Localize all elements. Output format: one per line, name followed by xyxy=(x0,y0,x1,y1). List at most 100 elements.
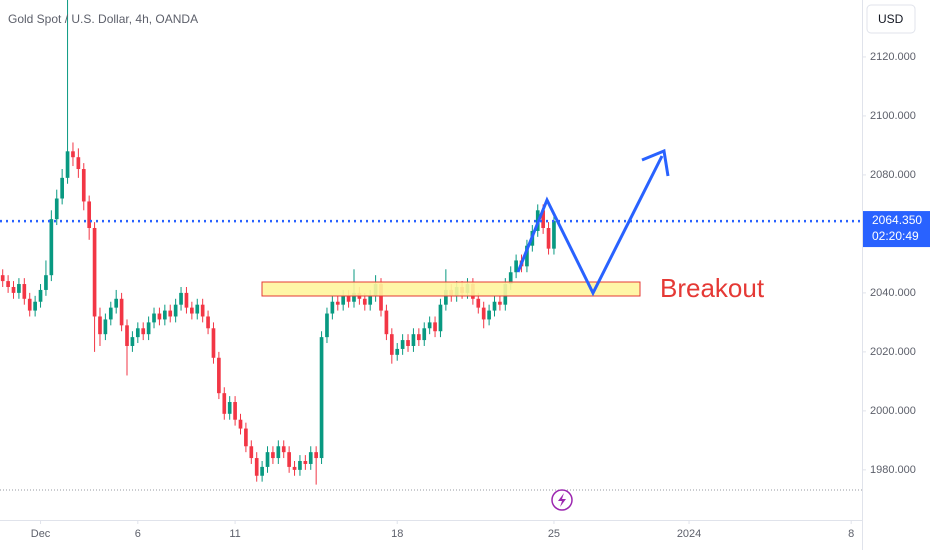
currency-button[interactable] xyxy=(866,4,916,34)
x-tick-label: 18 xyxy=(391,528,403,540)
candle-body xyxy=(498,301,502,305)
candle-body xyxy=(108,307,113,320)
candle-body xyxy=(6,281,10,287)
chart-title: Gold Spot / U.S. Dollar, 4h, OANDA xyxy=(8,12,198,26)
candle-body xyxy=(211,328,216,358)
candle-body xyxy=(44,275,48,290)
candle-body xyxy=(314,452,318,459)
candle-body xyxy=(260,466,264,476)
candle-body xyxy=(319,337,324,459)
candle-body xyxy=(65,151,70,178)
candle-body xyxy=(362,298,367,305)
candle-body xyxy=(200,304,205,317)
candle-body xyxy=(444,289,448,305)
y-tick-label: 2020.000 xyxy=(870,346,916,358)
candle-body xyxy=(92,227,97,317)
candle-body xyxy=(217,357,221,394)
candle-body xyxy=(162,310,167,320)
y-tick-label: 2040.000 xyxy=(870,287,916,299)
candle-body xyxy=(411,334,416,346)
candle-body xyxy=(49,219,54,276)
candle-body xyxy=(184,292,189,308)
x-tick-label: 2024 xyxy=(677,528,701,540)
candle-body xyxy=(190,307,194,314)
x-tick-label: 8 xyxy=(848,528,854,540)
candle-body xyxy=(60,177,64,199)
candle-body xyxy=(222,393,227,414)
candle-body xyxy=(525,245,529,267)
candle-body xyxy=(265,452,270,467)
candle-body xyxy=(81,169,86,202)
candle-body xyxy=(146,322,151,335)
candle-body xyxy=(76,157,81,170)
candle-body xyxy=(244,428,248,447)
candle-body xyxy=(103,319,108,335)
candle-body xyxy=(168,310,173,317)
candle-body xyxy=(157,313,162,320)
candle-body xyxy=(406,340,410,346)
candle-body xyxy=(298,461,302,470)
candle-body xyxy=(308,452,313,464)
candle-body xyxy=(400,340,405,349)
countdown: 02:20:49 xyxy=(872,229,919,243)
candle-body xyxy=(438,304,443,332)
candle-body xyxy=(206,316,210,329)
candle-body xyxy=(71,151,75,158)
candle-body xyxy=(379,284,383,311)
candle-body xyxy=(427,322,432,329)
y-tick-label: 2000.000 xyxy=(870,405,916,417)
arrow-head xyxy=(641,148,670,177)
last-price-box xyxy=(863,211,930,248)
y-tick-label: 2080.000 xyxy=(870,169,916,181)
annotation: Breakout xyxy=(660,273,765,303)
candle-body xyxy=(22,284,27,299)
candle-body xyxy=(27,298,32,311)
candle-body xyxy=(195,304,200,314)
candle-body xyxy=(54,198,59,220)
x-tick-label: 6 xyxy=(135,528,141,540)
x-tick-label: 25 xyxy=(548,528,560,540)
candle-body xyxy=(135,328,140,338)
candle-body xyxy=(487,310,491,320)
candle-body xyxy=(254,458,259,476)
candle-body xyxy=(276,446,281,459)
candle-body xyxy=(546,227,551,249)
candle-body xyxy=(433,322,437,332)
candle-body xyxy=(395,348,400,355)
candle-body xyxy=(87,201,92,228)
candle-body xyxy=(389,334,394,355)
candle-body xyxy=(508,272,513,285)
candle-body xyxy=(130,337,135,346)
candle-body xyxy=(303,461,308,464)
candle-body xyxy=(0,275,5,282)
candle-body xyxy=(325,313,329,338)
candle-body xyxy=(271,452,275,459)
lightning xyxy=(558,493,566,507)
candle-body xyxy=(179,292,183,305)
last-price-label: 2064.350 xyxy=(872,213,922,227)
candle-body xyxy=(114,298,119,308)
candle-body xyxy=(384,310,389,335)
candle-body xyxy=(17,284,21,293)
candle-body xyxy=(481,307,486,320)
candle-body xyxy=(292,466,297,470)
breakout-zone xyxy=(261,281,641,297)
candle-body xyxy=(249,446,254,459)
candle-body xyxy=(422,328,427,341)
y-tick-label: 1980.000 xyxy=(870,464,916,476)
x-tick-label: Dec xyxy=(31,528,51,540)
candle-body xyxy=(368,295,373,305)
candles xyxy=(0,0,556,485)
candle-body xyxy=(541,210,545,228)
candle-body xyxy=(38,289,43,302)
candle-body xyxy=(173,304,178,317)
y-tick-label: 2100.000 xyxy=(870,110,916,122)
candle-body xyxy=(33,301,37,311)
candle-body xyxy=(141,328,146,335)
candle-body xyxy=(238,419,243,429)
x-tick-label: 11 xyxy=(229,528,240,540)
candle-body xyxy=(492,301,497,311)
candle-body xyxy=(125,325,129,346)
candle-body xyxy=(341,295,346,305)
candle-body xyxy=(227,402,232,414)
